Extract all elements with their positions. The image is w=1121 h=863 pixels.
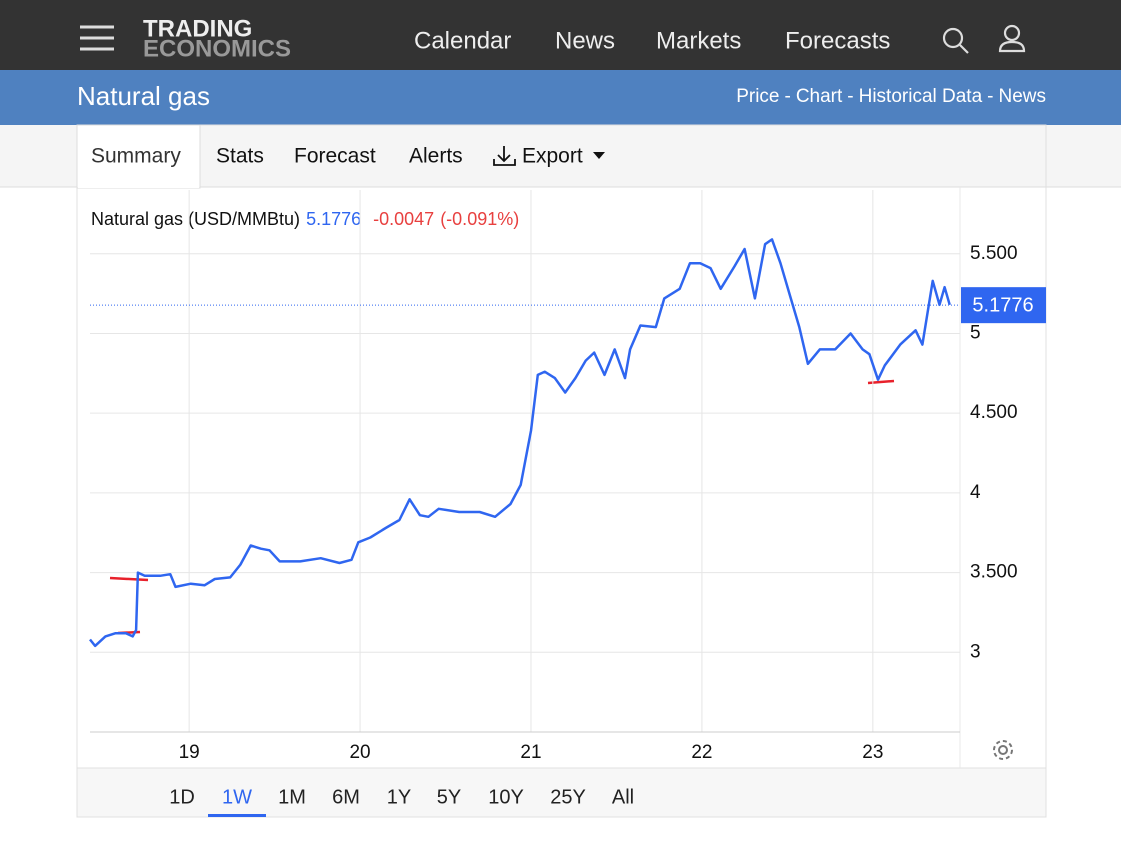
- section-link[interactable]: Price: [736, 86, 779, 107]
- download-arrow: [493, 146, 516, 166]
- tab[interactable]: Stats: [216, 145, 264, 168]
- separator: -: [847, 86, 853, 107]
- range-button[interactable]: 1D: [169, 786, 195, 808]
- settings-icon[interactable]: [993, 740, 1013, 760]
- annotation: [109, 379, 895, 635]
- range-underline: [208, 814, 266, 817]
- title-bar: [0, 70, 1121, 125]
- x-tick-label: 19: [179, 742, 200, 763]
- x-tick-label: 21: [520, 742, 541, 763]
- price-line: [89, 238, 951, 648]
- section-link[interactable]: Historical Data: [859, 86, 983, 107]
- x-tick-label: 23: [862, 742, 883, 763]
- tab[interactable]: Alerts: [409, 145, 463, 168]
- range-button[interactable]: 25Y: [550, 786, 586, 808]
- last-price-label: 5.1776: [972, 294, 1033, 316]
- nav-link[interactable]: News: [555, 27, 615, 54]
- range-button[interactable]: 6M: [332, 786, 360, 808]
- export-icon: [493, 146, 516, 166]
- section-link[interactable]: Chart: [796, 86, 843, 107]
- last-price-box: [961, 287, 1046, 324]
- menu-icon[interactable]: [80, 25, 114, 51]
- logo[interactable]: ECONOMICS: [143, 35, 291, 62]
- range-bar: [76, 767, 1047, 818]
- x-tick-label: 20: [349, 742, 370, 763]
- separator: -: [987, 86, 993, 107]
- y-tick-label: 4.500: [970, 402, 1018, 423]
- search-icon[interactable]: [942, 27, 969, 54]
- chart-header: Natural gas (USD/MMBtu) 5.1776 -0.0047 (-0.…: [91, 209, 519, 229]
- nav-link[interactable]: Forecasts: [785, 27, 890, 54]
- tab[interactable]: Export: [522, 145, 583, 168]
- chart-title: Natural gas (USD/MMBtu): [91, 209, 300, 229]
- user-icon[interactable]: [998, 24, 1026, 53]
- y-tick-label: 4: [970, 482, 981, 503]
- caret: [593, 152, 605, 159]
- section-link[interactable]: News: [998, 86, 1046, 107]
- chart-frame: [76, 124, 1047, 818]
- y-tick-label: 3.500: [970, 562, 1018, 583]
- page-title: Natural gas: [77, 81, 210, 111]
- last-price: 5.1776: [306, 209, 361, 229]
- y-tick-label: 5.500: [970, 243, 1018, 264]
- tab[interactable]: Summary: [91, 145, 181, 168]
- logo[interactable]: TRADING: [143, 15, 252, 42]
- section-links: Price - Chart - Historical Data - News: [736, 86, 1046, 107]
- price-change: -0.0047: [373, 209, 434, 229]
- range-button[interactable]: 1M: [278, 786, 306, 808]
- nav-link[interactable]: Calendar: [414, 27, 511, 54]
- range-button[interactable]: 10Y: [488, 786, 524, 808]
- tab[interactable]: Forecast: [294, 145, 376, 168]
- price-change-pct: (-0.091%): [440, 209, 519, 229]
- separator: -: [784, 86, 790, 107]
- y-tick-label: 5: [970, 322, 981, 343]
- nav-link[interactable]: Markets: [656, 27, 741, 54]
- range-button[interactable]: 1Y: [387, 786, 411, 808]
- top-nav: [0, 0, 1121, 70]
- range-button[interactable]: All: [612, 786, 634, 808]
- range-button[interactable]: 1W: [222, 786, 252, 808]
- y-tick-label: 3: [970, 641, 981, 662]
- range-button[interactable]: 5Y: [437, 786, 461, 808]
- x-tick-label: 22: [691, 742, 712, 763]
